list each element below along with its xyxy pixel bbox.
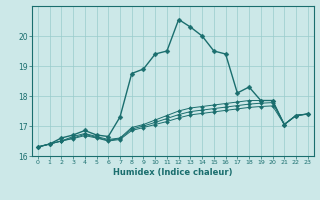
- X-axis label: Humidex (Indice chaleur): Humidex (Indice chaleur): [113, 168, 233, 177]
